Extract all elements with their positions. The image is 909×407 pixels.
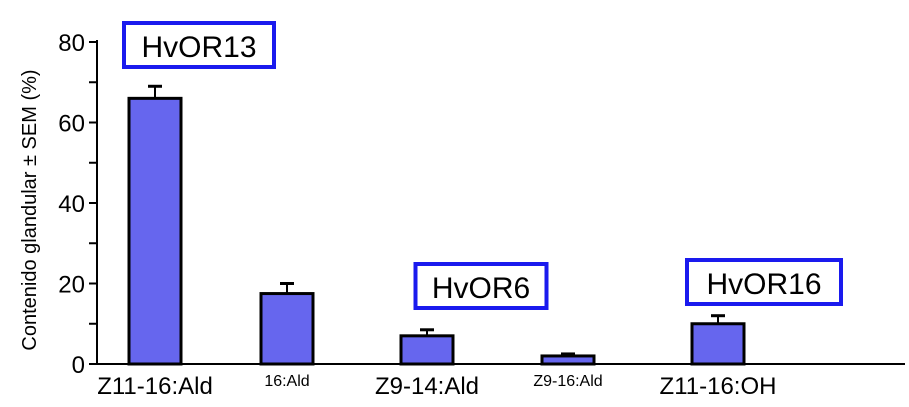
- y-tick-label: 80: [58, 30, 85, 57]
- annotation-label: HvOR13: [141, 31, 256, 64]
- bar: [540, 354, 596, 366]
- x-tick-label: 16:Ald: [264, 373, 309, 390]
- y-tick-label: 0: [72, 352, 85, 379]
- annotation-border: [413, 262, 549, 310]
- y-tick-label: 20: [58, 272, 85, 299]
- x-tick-label: Z11-16:Ald: [97, 373, 213, 400]
- category-labels: Z11-16:Ald 16:Ald Z9-14:Ald Z9-16:Ald Z11-16…: [97, 373, 776, 400]
- annotation-label: HvOR16: [706, 268, 821, 301]
- annotations: HvOR13 HvOR6 HvOR16: [122, 21, 843, 310]
- annotation-label: HvOR6: [432, 272, 530, 305]
- x-tick-label: Z11-16:OH: [660, 373, 777, 400]
- bar: [690, 322, 746, 366]
- annotation-box: HvOR16: [685, 258, 843, 306]
- annotation-border: [685, 258, 843, 306]
- bars: [127, 84, 746, 366]
- y-axis-label: Contenido glandular ± SEM (%): [19, 69, 41, 350]
- bar: [259, 292, 315, 366]
- x-tick-label: Z9-14:Ald: [375, 373, 479, 400]
- y-tick-label: 60: [58, 111, 85, 138]
- bar: [399, 334, 455, 366]
- annotation-box: HvOR13: [122, 21, 276, 69]
- annotation-box: HvOR6: [413, 262, 549, 310]
- y-tick-label: 40: [58, 191, 85, 218]
- bar: [127, 96, 183, 366]
- axes: 0 20 40 60 80: [58, 30, 905, 379]
- x-tick-label: Z9-16:Ald: [533, 373, 602, 390]
- annotation-border: [122, 21, 276, 69]
